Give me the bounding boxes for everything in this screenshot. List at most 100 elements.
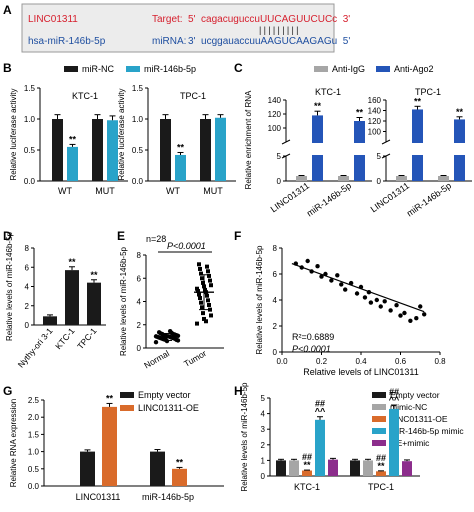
- legend-label-mimic-nc: mimic-NC: [390, 402, 427, 412]
- h-1-2-sig-0: ##: [376, 453, 386, 463]
- e-point-1-19: [208, 278, 212, 283]
- c-ktc1-x-label-1: miR-146b-5p: [305, 180, 353, 218]
- f-fit-line: [291, 263, 425, 313]
- e-point-0-27: [167, 328, 173, 334]
- b-ktc1-bar-1-1: [107, 120, 118, 181]
- f-r2-label: R²=0.6889: [292, 332, 334, 342]
- b-ktc1-bar-1-0: [92, 119, 103, 181]
- f-point-7: [329, 278, 334, 283]
- h-x-label-1: TPC-1: [368, 482, 394, 492]
- d-x-label-0: Nythy-ori 3-1: [16, 326, 55, 370]
- panel-letter-b: B: [3, 61, 12, 75]
- panel-a-box: [21, 3, 335, 53]
- legend-swatch-mimic-nc: [372, 404, 386, 410]
- b-tpc1-bar-0-0: [160, 119, 171, 181]
- f-x-tick-label-4: 0.8: [434, 357, 446, 366]
- f-point-9: [339, 282, 344, 287]
- g-x-label-1: miR-146b-5p: [142, 492, 194, 502]
- b-ktc1-y-tick-label-0: 0.0: [24, 177, 36, 186]
- b-ktc1-x-label-1: MUT: [95, 186, 115, 196]
- e-y-tick-label-1: 2: [137, 321, 142, 330]
- e-y-tick-label-3: 6: [137, 274, 142, 283]
- g-y-tick-label-0: 0.0: [28, 482, 40, 491]
- c-ktc1-1-1-sig-0: **: [356, 108, 364, 118]
- c-ktc1-bar-1-0: [338, 176, 349, 181]
- e-point-1-9: [198, 296, 202, 301]
- c-tpc1-0-1-sig-0: **: [414, 96, 422, 106]
- e-y-tick-label-4: 8: [137, 251, 142, 260]
- e-y-label: Relative levels of miR-146b-5p: [119, 246, 128, 355]
- g-y-tick-label-5: 2.5: [28, 396, 40, 405]
- legend-label-mir-146b: miR-146b-5p: [144, 64, 196, 74]
- b-tpc1-bar-1-0: [200, 119, 211, 181]
- f-point-22: [398, 313, 403, 318]
- c-tpc1-y-tick-up-label-3: 160: [368, 96, 382, 105]
- e-point-1-3: [201, 311, 205, 316]
- e-p-label: P<0.0001: [167, 241, 206, 251]
- b-ktc1-bar-0-1: [67, 146, 78, 181]
- e-point-1-17: [209, 283, 213, 288]
- h-0-3-sig-1: ^^: [315, 407, 326, 417]
- f-y-tick-label-0: 0: [273, 348, 278, 357]
- legend-swatch-oe-mimic: [372, 440, 386, 446]
- h-x-label-0: KTC-1: [294, 482, 320, 492]
- b-ktc1-y-tick-label-3: 1.5: [24, 84, 36, 93]
- e-point-0-26: [156, 330, 162, 335]
- h-bar-0-1: [289, 460, 299, 476]
- c-ktc1-axis-break-1: [281, 139, 291, 145]
- h-bar-1-4: [402, 461, 412, 476]
- f-point-27: [422, 312, 427, 317]
- e-point-1-27: [204, 319, 208, 324]
- legend-swatch-mir-nc: [64, 66, 78, 72]
- b-tpc1-y-tick-label-2: 1.0: [132, 115, 144, 124]
- e-point-1-24: [198, 266, 202, 271]
- panel-a-lnc-name: LINC01311: [28, 14, 78, 25]
- e-point-1-13: [196, 289, 200, 294]
- c-tpc1-axis-break-1: [381, 139, 391, 145]
- h-bar-0-3: [315, 419, 325, 476]
- f-point-19: [382, 299, 387, 304]
- e-point-1-15: [195, 286, 199, 291]
- legend-g: Empty vector LINC01311-OE: [120, 390, 199, 413]
- c-ktc1-y-tick-up-label-0: 100: [268, 124, 282, 133]
- e-point-1-23: [206, 269, 210, 274]
- e-point-1-0: [195, 321, 199, 326]
- panel-a-target-label: Target:: [152, 14, 183, 25]
- b-ktc1-y-label: Relative luciferase activity: [9, 88, 18, 180]
- f-y-label: Relative levels of miR-146b-5p: [255, 245, 264, 354]
- d-x-label-1: KTC-1: [53, 326, 77, 351]
- legend-swatch-empty-vector-g: [120, 392, 134, 398]
- legend-c: Anti-IgG Anti-Ago2: [314, 64, 434, 74]
- c-ktc1-y-tick-up-label-2: 140: [268, 96, 282, 105]
- f-point-18: [378, 304, 383, 309]
- c-tpc1-1-1-sig-0: **: [456, 107, 464, 117]
- h-y-tick-label-0: 0: [261, 472, 266, 481]
- e-x-label-0: Normal: [142, 348, 171, 370]
- legend-b: miR-NC miR-146b-5p: [64, 64, 196, 74]
- e-point-1-11: [197, 292, 201, 297]
- c-tpc1-y-tick-up-label-0: 100: [368, 128, 382, 137]
- f-point-14: [362, 295, 368, 300]
- f-point-20: [388, 308, 393, 313]
- legend-label-ago2: Anti-Ago2: [394, 64, 434, 74]
- b-tpc1-y-tick-label-0: 0.0: [132, 177, 144, 186]
- panel-a-mirna-label: miRNA:: [152, 36, 186, 47]
- legend-label-empty-vector-g: Empty vector: [138, 390, 191, 400]
- f-x-tick-label-2: 0.4: [355, 357, 367, 366]
- e-point-1-2: [209, 313, 213, 318]
- c-tpc1-bar-0-0: [396, 176, 407, 181]
- f-point-16: [368, 300, 374, 305]
- b-ktc1-x-label-0: WT: [58, 186, 72, 196]
- b-tpc1-x-label-0: WT: [166, 186, 180, 196]
- c-ktc1-bar-0-0: [296, 176, 307, 181]
- c-tpc1-title: TPC-1: [415, 87, 441, 97]
- legend-label-oe-g: LINC01311-OE: [138, 403, 199, 413]
- c-y-label: Relative enrichment of RNA: [244, 90, 253, 189]
- f-y-tick-label-4: 8: [273, 244, 278, 253]
- b-tpc1-y-tick-label-1: 0.5: [132, 146, 144, 155]
- g-bar-1-0: [150, 451, 165, 486]
- h-bar-1-1: [363, 460, 373, 476]
- h-y-tick-label-4: 4: [261, 410, 266, 419]
